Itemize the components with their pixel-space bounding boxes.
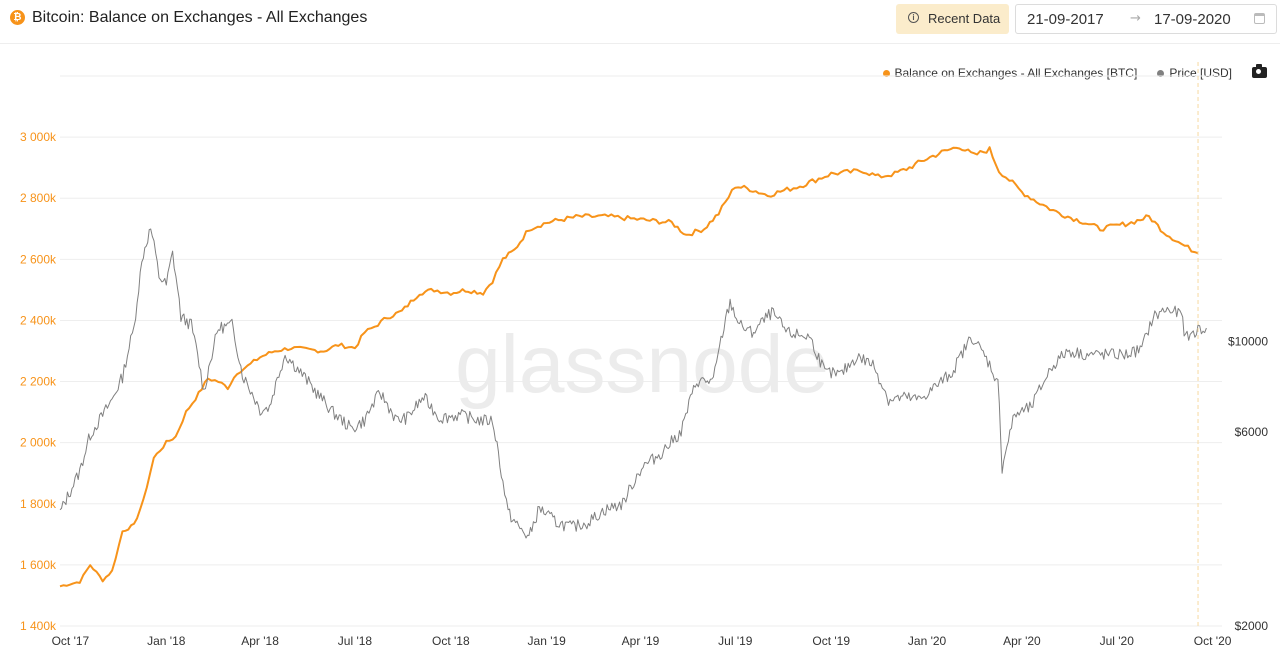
series-line-balance [59,146,1199,588]
x-tick-label: Jan '18 [147,634,186,648]
x-tick-label: Jul '18 [338,634,373,648]
date-range-picker[interactable]: → [1015,4,1277,34]
info-icon: i [908,12,919,23]
x-tick-label: Oct '20 [1194,634,1232,648]
page-title: Bitcoin: Balance on Exchanges - All Exch… [32,9,368,26]
x-tick-label: Jul '20 [1100,634,1135,648]
recent-data-label: Recent Data [928,11,1001,26]
y-left-tick-label: 2 200k [20,375,57,389]
y-right-tick-label: $2000 [1235,619,1269,633]
y-left-tick-label: 1 400k [20,619,57,633]
y-left-tick-label: 1 600k [20,558,57,572]
x-tick-label: Oct '19 [812,634,850,648]
y-left-tick-label: 2 000k [20,436,57,450]
series-line-price [59,228,1207,539]
x-tick-label: Oct '18 [432,634,470,648]
x-tick-label: Jul '19 [718,634,753,648]
chart-lines [59,146,1207,588]
y-left-tick-label: 3 000k [20,130,57,144]
bitcoin-icon: ₿ [10,10,25,25]
header-bar: ₿ Bitcoin: Balance on Exchanges - All Ex… [0,0,1280,44]
start-date-input[interactable] [1027,9,1127,29]
calendar-icon[interactable] [1254,13,1265,24]
legend-dot-price [1157,69,1165,77]
y-left-tick-label: 2 800k [20,191,57,205]
watermark: glassnode [455,319,829,410]
y-left-tick-label: 2 600k [20,252,57,266]
y-right-tick-label: $6000 [1235,425,1269,439]
x-tick-label: Jan '19 [528,634,567,648]
x-tick-label: Oct '17 [52,634,90,648]
x-tick-label: Jan '20 [908,634,947,648]
y-left-tick-label: 2 400k [20,313,57,327]
arrow-right-icon: → [1130,11,1141,26]
x-tick-label: Apr '19 [622,634,660,648]
y-axis-left: 1 400k 1 600k 1 800k 2 000k 2 200k 2 400k 2 60… [20,130,57,633]
x-tick-label: Apr '20 [1003,634,1041,648]
end-date-input[interactable] [1154,9,1254,29]
x-axis: Oct '17 Jan '18 Apr '18 Jul '18 Oct '18 Jan '… [52,634,1232,648]
x-tick-label: Apr '18 [241,634,279,648]
y-axis-right: $2000 $6000 $10000 [1228,335,1268,633]
recent-data-button[interactable]: i Recent Data [896,4,1009,34]
y-right-tick-label: $10000 [1228,335,1268,349]
y-left-tick-label: 1 800k [20,497,57,511]
legend-dot-balance [882,69,890,77]
camera-icon[interactable] [1252,64,1267,78]
